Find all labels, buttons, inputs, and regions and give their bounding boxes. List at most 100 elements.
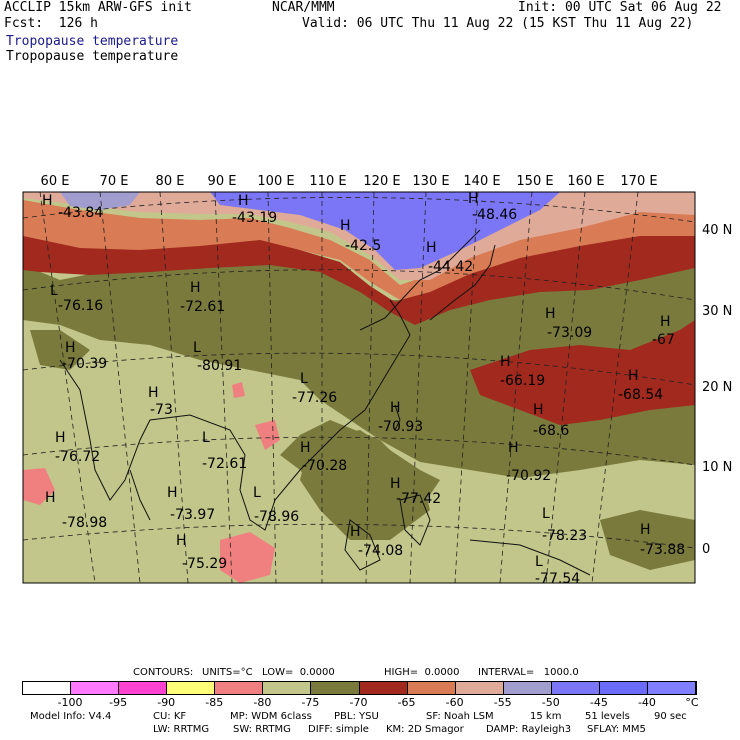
longitude-label: 120 E [363,174,400,189]
init-time: Init: 00 UTC Sat 06 Aug 22 [518,0,722,15]
temperature-field [23,192,695,583]
extremum-value: -43.19 [232,210,277,226]
longitude-label: 110 E [309,174,346,189]
km-info: KM: 2D Smagor [386,724,464,735]
high-marker: H [545,306,556,322]
interval-label: INTERVAL= 1000.0 [478,667,579,678]
longitude-labels: 60 E 70 E 80 E 90 E 100 E 110 E 120 E 130 E 140 … [41,174,658,189]
longitude-label: 130 E [412,174,449,189]
color-scale-label: -40 [637,696,656,709]
extremum-value: -70.28 [302,458,347,474]
color-swatch [23,682,72,694]
longitude-label: 170 E [620,174,657,189]
color-scale-label: -80 [253,696,272,709]
color-swatch [359,682,408,694]
color-swatch [215,682,264,694]
longitude-label: 100 E [257,174,294,189]
extremum-value: -80.91 [197,358,242,374]
extremum-value: -44.42 [428,259,473,275]
high-marker: H [45,490,56,506]
extremum-value: -73.09 [547,325,592,341]
color-swatch [71,682,120,694]
extremum-value: -43.84 [58,205,103,221]
low-marker: L [253,485,261,501]
color-swatch [167,682,216,694]
low-label: LOW= 0.0000 [262,667,335,678]
low-marker: L [50,283,58,299]
low-marker: L [193,340,201,356]
color-scale-label: -45 [589,696,608,709]
high-marker: H [238,193,249,209]
color-scale-label: -50 [541,696,560,709]
damp-info: DAMP: Rayleigh3 [486,724,572,735]
extremum-value: -78.96 [254,509,299,525]
valid-time: Valid: 06 UTC Thu 11 Aug 22 (15 KST Thu … [302,16,694,31]
extremum-value: -76.72 [55,449,100,465]
color-scale-label: -85 [205,696,224,709]
high-label: HIGH= 0.0000 [384,667,460,678]
sf-info: SF: Noah LSM [426,711,494,722]
levels-info: 51 levels [585,711,630,722]
extremum-value: -67 [652,332,675,348]
color-swatch [551,682,600,694]
color-scale-label: -95 [109,696,128,709]
high-marker: H [350,524,361,540]
color-swatch [648,682,697,694]
extremum-value: -70.93 [378,419,423,435]
extremum-value: -72.61 [180,299,225,315]
low-marker: L [202,430,210,446]
longitude-label: 90 E [208,174,237,189]
high-marker: H [508,440,519,456]
color-scale-label: -60 [445,696,464,709]
high-marker: H [300,440,311,456]
latitude-labels: 40 N 30 N 20 N 10 N 0 [702,223,732,557]
extremum-value: -68.6 [533,423,569,439]
high-marker: H [628,368,639,384]
center-label: NCAR/MMM [272,0,335,15]
low-marker: L [542,506,550,522]
color-swatch [407,682,456,694]
high-marker: H [660,314,671,330]
extremum-value: -42.5 [345,238,381,254]
model-info: Model Info: V4.4 [30,711,112,722]
model-title: ACCLIP 15km ARW-GFS init [4,0,192,15]
high-marker: H [167,485,178,501]
color-scale-label: -70 [349,696,368,709]
contours-label: CONTOURS: [133,667,194,678]
extremum-value: -74.08 [358,543,403,559]
longitude-label: 70 E [100,174,129,189]
extremum-value: -78.23 [542,528,587,544]
longitude-label: 80 E [156,174,185,189]
map-frame [22,191,696,584]
extremum-value: -77.26 [292,390,337,406]
extremum-value: -77.54 [535,571,580,587]
extremum-value: -73 [150,402,173,418]
low-marker: L [535,554,543,570]
pbl-info: PBL: YSU [334,711,379,722]
extremum-value: -76.16 [58,298,103,314]
timestep-info: 90 sec [654,711,687,722]
longitude-label: 160 E [567,174,604,189]
high-marker: H [390,400,401,416]
latitude-label: 40 N [702,223,732,238]
resolution-info: 15 km [530,711,562,722]
color-scale-label: -55 [493,696,512,709]
high-marker: H [640,522,651,538]
extremum-value: -78.98 [62,515,107,531]
extremum-value: -48.46 [472,207,517,223]
highs-lows: H-43.84H-43.19H-48.46H-42.5 H-44.42L-76.1… [42,191,685,587]
diff-info: DIFF: simple [308,724,369,735]
color-swatch [455,682,504,694]
extremum-value: -70.92 [506,468,551,484]
cu-info: CU: KF [153,711,187,722]
low-marker: L [300,371,308,387]
forecast-hour: Fcst: 126 h [4,16,98,31]
latitude-label: 20 N [702,380,732,395]
extremum-value: -70.39 [62,356,107,372]
color-swatch [503,682,552,694]
extremum-value: -68.54 [618,387,663,403]
graticule [23,192,695,583]
high-marker: H [533,402,544,418]
color-scale-label: -75 [301,696,320,709]
